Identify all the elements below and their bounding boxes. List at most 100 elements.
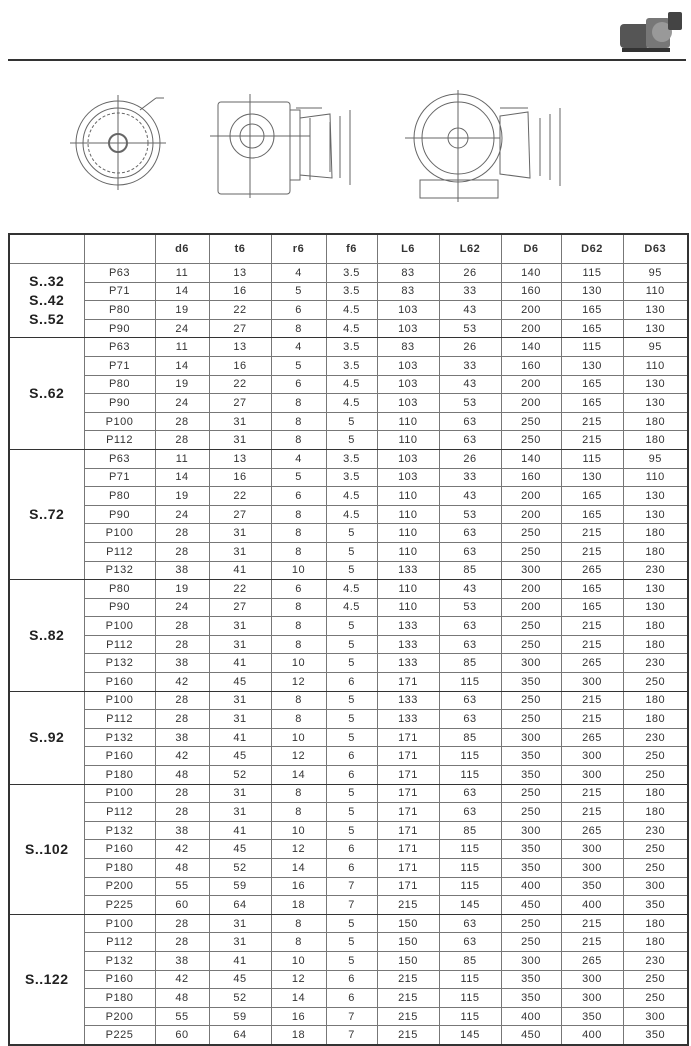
value-cell-f6: 4.5 [325,300,378,320]
value-cell-d6: 250 [500,709,562,729]
value-cell-r6: 8 [270,783,327,804]
value-cell-d6: 60 [154,1025,210,1046]
table-row: S..122 P100 28 31 8 5 150 63 250 215 180 [8,913,689,1046]
value-cell-t6: 27 [208,504,272,525]
value-cell-r6: 4 [270,337,327,357]
motor-size-cell: P132 [83,560,156,581]
table-row: P180 48 52 14 6 215 115 350 300 250 [9,988,689,1008]
value-cell-f6: 5 [325,616,378,636]
value-cell-d6: 19 [154,374,210,395]
value-cell-d6: 350 [500,839,562,859]
table-row: P71 14 16 5 3.5 103 33 160 130 110 [9,355,689,376]
value-cell-l62: 63 [438,430,502,450]
value-cell-l6: 215 [376,988,440,1008]
value-cell-d63: 110 [622,355,689,376]
series-name: S..52 [29,311,65,328]
table-row: P112 28 31 8 5 171 63 250 215 180 [9,802,689,822]
value-cell-r6: 8 [270,802,327,822]
value-cell-d63: 250 [622,969,689,990]
table-row: P132 38 41 10 5 133 85 300 265 230 [9,653,689,674]
value-cell-d62: 165 [560,597,624,618]
series-group-label: S..102 [8,783,85,915]
value-cell-r6: 10 [270,820,327,841]
end-view-drawing [405,90,561,202]
value-cell-l6: 171 [376,876,440,897]
value-cell-d63: 130 [622,504,689,525]
value-cell-d6: 140 [500,263,562,283]
value-cell-l6: 133 [376,634,440,655]
value-cell-d62: 300 [560,839,624,859]
value-cell-d6: 350 [500,988,562,1008]
value-cell-f6: 6 [325,988,378,1008]
value-cell-f6: 6 [325,746,378,767]
value-cell-l6: 83 [376,337,440,357]
value-cell-t6: 31 [208,541,272,562]
value-cell-t6: 52 [208,765,272,785]
value-cell-r6: 16 [270,876,327,897]
value-cell-f6: 5 [325,802,378,822]
value-cell-f6: 5 [325,653,378,674]
value-cell-f6: 7 [325,876,378,897]
value-cell-t6: 13 [208,263,272,283]
column-header-d6: D6 [500,233,562,264]
motor-size-cell: P80 [83,374,156,395]
value-cell-f6: 7 [325,895,378,915]
value-cell-d63: 180 [622,634,689,655]
value-cell-l62: 115 [438,672,502,692]
value-cell-f6: 5 [325,634,378,655]
motor-size-cell: P112 [83,709,156,729]
value-cell-d6: 160 [500,467,562,488]
value-cell-l6: 103 [376,467,440,488]
value-cell-t6: 41 [208,560,272,581]
value-cell-r6: 5 [270,281,327,302]
motor-size-cell: P180 [83,858,156,878]
table-row: P160 42 45 12 6 171 115 350 300 250 [9,672,689,692]
motor-size-cell: P71 [83,281,156,302]
value-cell-l6: 103 [376,374,440,395]
value-cell-d6: 140 [500,337,562,357]
motor-size-cell: P112 [83,541,156,562]
value-cell-l62: 53 [438,393,502,413]
value-cell-f6: 5 [325,541,378,562]
value-cell-d62: 165 [560,504,624,525]
value-cell-d6: 42 [154,672,210,692]
value-cell-r6: 10 [270,653,327,674]
motor-size-cell: P132 [83,653,156,674]
value-cell-l62: 115 [438,1006,502,1027]
motor-size-cell: P100 [83,616,156,636]
column-header [83,233,156,264]
value-cell-d6: 300 [500,820,562,841]
value-cell-l6: 150 [376,950,440,971]
value-cell-d63: 300 [622,876,689,897]
value-cell-d63: 230 [622,653,689,674]
value-cell-d6: 300 [500,653,562,674]
value-cell-d62: 300 [560,858,624,878]
value-cell-r6: 8 [270,318,327,339]
column-header-f6: f6 [325,233,378,264]
value-cell-f6: 6 [325,765,378,785]
table-row: P90 24 27 8 4.5 110 53 200 165 130 [9,597,689,618]
value-cell-r6: 6 [270,486,327,506]
value-cell-d63: 300 [622,1006,689,1027]
value-cell-f6: 5 [325,783,378,804]
value-cell-d63: 250 [622,746,689,767]
header-row: d6 t6 r6 f6 L6 L62 D6 D62 D63 [8,233,689,264]
value-cell-l62: 63 [438,783,502,804]
value-cell-d6: 19 [154,579,210,599]
value-cell-t6: 59 [208,1006,272,1027]
value-cell-d63: 180 [622,709,689,729]
value-cell-l6: 133 [376,653,440,674]
value-cell-l6: 150 [376,913,440,934]
value-cell-d6: 250 [500,616,562,636]
motor-size-cell: P160 [83,672,156,692]
motor-size-cell: P63 [83,337,156,357]
motor-size-cell: P132 [83,727,156,748]
value-cell-d6: 11 [154,448,210,469]
value-cell-r6: 8 [270,932,327,952]
value-cell-d62: 165 [560,318,624,339]
value-cell-d6: 160 [500,281,562,302]
value-cell-l6: 133 [376,616,440,636]
value-cell-d6: 48 [154,858,210,878]
value-cell-d6: 200 [500,504,562,525]
value-cell-d6: 38 [154,653,210,674]
